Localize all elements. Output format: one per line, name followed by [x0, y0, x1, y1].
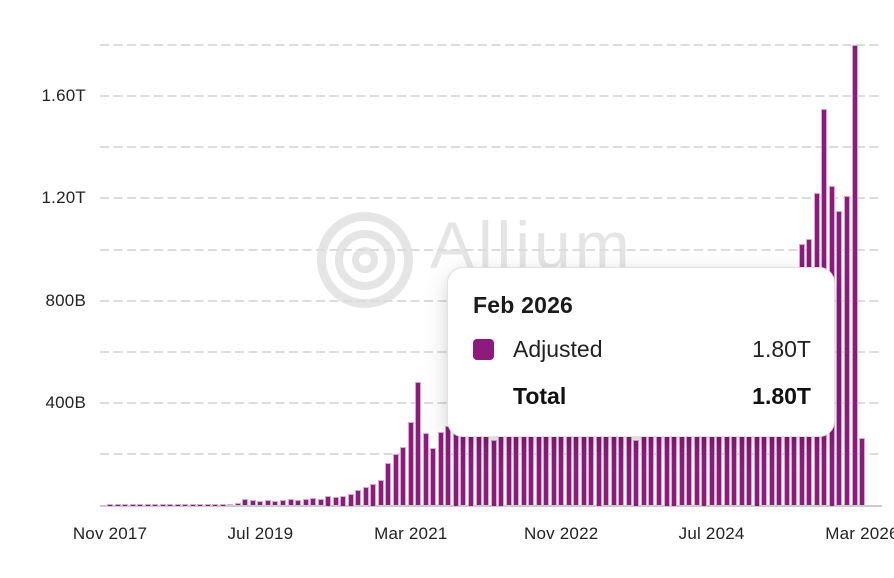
bar-aug-2018[interactable]	[174, 504, 181, 506]
bar-feb-2018[interactable]	[129, 504, 136, 506]
bar-jun-2020[interactable]	[340, 495, 347, 506]
y-tick-label: 1.60T	[41, 85, 86, 105]
bar-jul-2019[interactable]	[257, 500, 264, 506]
bar-sep-2020[interactable]	[362, 487, 369, 506]
bar-may-2018[interactable]	[152, 504, 159, 506]
bar-jan-2026[interactable]	[844, 195, 850, 506]
bar-oct-2019[interactable]	[280, 499, 286, 506]
bar-aug-2021[interactable]	[445, 426, 452, 506]
bar-mar-2018[interactable]	[137, 504, 144, 506]
bar-dec-2019[interactable]	[295, 499, 301, 506]
x-tick-label: Nov 2017	[72, 524, 148, 543]
logo-outer-ring	[317, 212, 413, 308]
bar-sep-2019[interactable]	[272, 500, 279, 506]
bar-mar-2019[interactable]	[227, 503, 234, 506]
bar-nov-2020[interactable]	[377, 479, 384, 506]
x-tick-label: Mar 2021	[374, 524, 448, 543]
x-tick-label: Nov 2022	[524, 524, 599, 543]
bar-apr-2020[interactable]	[325, 495, 332, 506]
bar-feb-2022[interactable]	[490, 440, 497, 506]
bar-dec-2018[interactable]	[204, 504, 211, 506]
bar-may-2019[interactable]	[242, 499, 249, 506]
bar-jul-2020[interactable]	[347, 493, 354, 506]
bar-jan-2021[interactable]	[392, 454, 399, 506]
tooltip-adjusted-label: Adjusted	[513, 336, 603, 362]
bar-jan-2018[interactable]	[122, 504, 128, 506]
tooltip: Feb 2026 Adjusted 1.80T Total 1.80T	[447, 267, 835, 437]
bar-apr-2018[interactable]	[144, 504, 151, 506]
bar-feb-2021[interactable]	[400, 447, 407, 506]
bar-jun-2018[interactable]	[159, 504, 166, 506]
tooltip-title: Feb 2026	[473, 292, 574, 318]
bar-feb-2020[interactable]	[310, 497, 316, 506]
bar-dec-2020[interactable]	[385, 463, 392, 506]
bar-oct-2018[interactable]	[189, 504, 196, 506]
y-tick-label: 800B	[45, 290, 86, 310]
bar-nov-2018[interactable]	[197, 504, 204, 506]
bar-aug-2019[interactable]	[264, 499, 271, 506]
bar-oct-2020[interactable]	[370, 483, 377, 506]
allium-logo-icon	[317, 212, 413, 308]
bar-feb-2019[interactable]	[219, 504, 226, 506]
gridline	[100, 146, 882, 149]
bar-jun-2021[interactable]	[430, 448, 437, 506]
bar-may-2021[interactable]	[422, 433, 429, 506]
x-tick-label: Jul 2024	[678, 524, 745, 543]
bar-dec-2025[interactable]	[836, 211, 843, 506]
tooltip-total-label: Total	[513, 383, 567, 409]
bar-may-2020[interactable]	[332, 497, 339, 506]
bar-sep-2023[interactable]	[633, 440, 640, 506]
gridline	[100, 248, 882, 251]
bar-jul-2021[interactable]	[437, 432, 444, 506]
bar-jan-2020[interactable]	[302, 499, 309, 506]
bar-jul-2018[interactable]	[167, 504, 174, 506]
y-tick-label: 1.20T	[41, 188, 86, 208]
x-axis-line	[100, 505, 882, 507]
bar-jan-2019[interactable]	[212, 504, 219, 506]
bar-mar-2021[interactable]	[407, 422, 414, 506]
tooltip-total-value: 1.80T	[752, 383, 811, 409]
gridline	[100, 43, 882, 46]
logo-middle-ring	[335, 230, 395, 290]
bar-aug-2020[interactable]	[355, 490, 362, 506]
bar-mar-2020[interactable]	[317, 498, 324, 506]
swatch-spacer	[473, 386, 494, 407]
gridline	[100, 197, 882, 200]
bar-dec-2017[interactable]	[114, 504, 121, 506]
bar-sep-2018[interactable]	[182, 504, 189, 506]
y-tick-label: 400B	[45, 393, 86, 413]
x-tick-label: Mar 2026	[825, 524, 894, 543]
tooltip-adjusted-row: Adjusted 1.80T	[473, 336, 811, 363]
bar-jun-2019[interactable]	[249, 499, 256, 506]
tooltip-adjusted-value: 1.80T	[752, 336, 811, 362]
bar-apr-2021[interactable]	[415, 382, 422, 506]
bar-feb-2026[interactable]	[851, 44, 858, 506]
logo-inner-ring	[352, 247, 378, 273]
adjusted-series-swatch-icon	[473, 339, 494, 360]
gridline	[100, 94, 882, 97]
bar-nov-2017[interactable]	[107, 504, 113, 506]
bar-apr-2019[interactable]	[234, 503, 241, 506]
tooltip-total-row: Total 1.80T	[473, 383, 811, 410]
bar-nov-2019[interactable]	[287, 498, 294, 506]
bar-mar-2026[interactable]	[859, 437, 865, 506]
x-tick-label: Jul 2019	[227, 524, 294, 543]
